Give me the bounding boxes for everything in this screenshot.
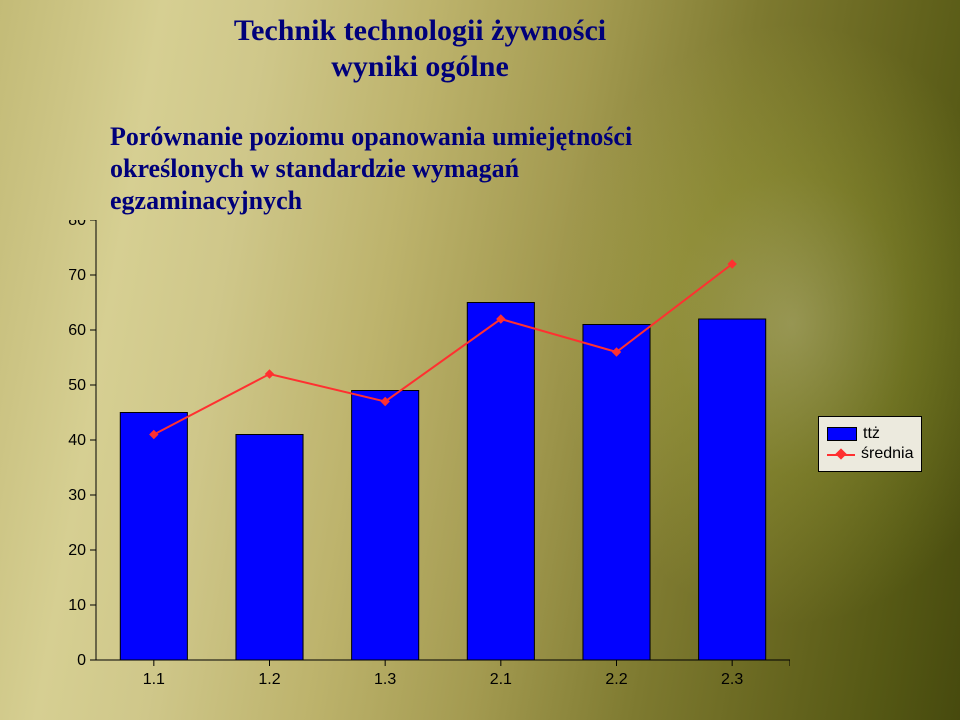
bar xyxy=(120,413,187,661)
chart-subtitle-line3: egzaminacyjnych xyxy=(110,186,830,216)
bar xyxy=(467,303,534,661)
svg-text:1.2: 1.2 xyxy=(258,671,280,688)
legend-label: średnia xyxy=(861,445,913,463)
bar xyxy=(699,319,766,660)
svg-text:2.3: 2.3 xyxy=(721,671,743,688)
bar-line-chart: 0 10 20 30 40 50 60 70 80 1.1 1.2 1.3 2.1 2.2 2.3 xyxy=(50,220,790,690)
svg-text:2.1: 2.1 xyxy=(490,671,512,688)
bar xyxy=(352,391,419,661)
legend-swatch-bar xyxy=(827,427,857,441)
chart-title-line1: Technik technologii żywności xyxy=(110,14,730,48)
svg-text:40: 40 xyxy=(68,432,86,449)
svg-text:0: 0 xyxy=(77,652,86,669)
chart-title-line2: wyniki ogólne xyxy=(110,50,730,84)
svg-text:20: 20 xyxy=(68,542,86,559)
trend-marker xyxy=(266,370,274,378)
legend-item: ttż xyxy=(827,425,913,443)
legend-label: ttż xyxy=(863,425,880,443)
chart-subtitle-line1: Porównanie poziomu opanowania umiejętnoś… xyxy=(110,122,830,152)
svg-text:70: 70 xyxy=(68,267,86,284)
svg-text:2.2: 2.2 xyxy=(605,671,627,688)
svg-text:10: 10 xyxy=(68,597,86,614)
bar xyxy=(583,325,650,661)
svg-text:50: 50 xyxy=(68,377,86,394)
bar xyxy=(236,435,303,661)
chart-subtitle-line2: określonych w standardzie wymagań xyxy=(110,154,830,184)
legend-item: średnia xyxy=(827,445,913,463)
svg-text:30: 30 xyxy=(68,487,86,504)
svg-text:80: 80 xyxy=(68,220,86,229)
chart-legend: ttż średnia xyxy=(818,416,922,472)
svg-text:1.3: 1.3 xyxy=(374,671,396,688)
svg-text:60: 60 xyxy=(68,322,86,339)
svg-text:1.1: 1.1 xyxy=(143,671,165,688)
legend-swatch-line xyxy=(827,448,855,460)
background: Technik technologii żywności wyniki ogól… xyxy=(0,0,960,720)
